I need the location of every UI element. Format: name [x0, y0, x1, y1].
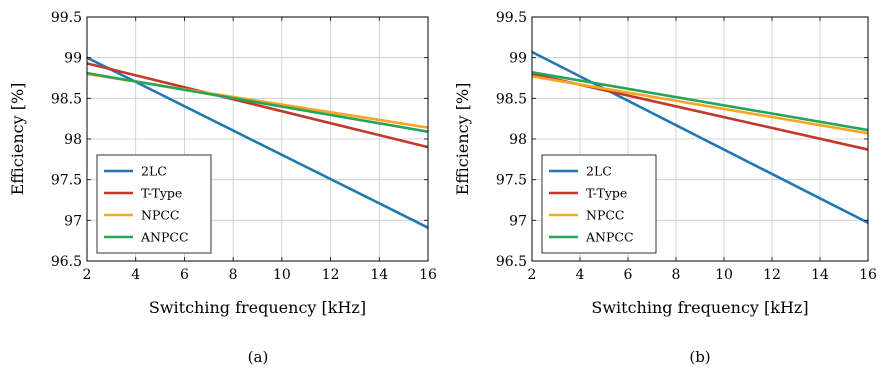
series-line-2lc: [86, 56, 429, 229]
y-tick-label: 96.5: [496, 254, 527, 270]
y-tick-label: 98: [509, 132, 527, 148]
x-axis-label: Switching frequency [kHz]: [149, 298, 366, 317]
legend-label-anpcc: ANPCC: [140, 230, 189, 245]
y-tick-label: 99.5: [496, 10, 527, 26]
y-tick-label: 98.5: [51, 91, 82, 107]
x-tick-label: 12: [322, 267, 340, 283]
legend: 2LC T-Type NPCC ANPCC: [96, 154, 212, 254]
series-line-anpcc: [531, 71, 869, 132]
series-line-anpcc: [86, 71, 429, 133]
x-tick-label: 16: [419, 267, 437, 283]
y-axis-label: Efficiency [%]: [8, 83, 27, 196]
y-tick-label: 98.5: [496, 91, 527, 107]
x-axis-label: Switching frequency [kHz]: [591, 298, 808, 317]
chart-panel-0: 2 4 6 8 10 12 14 16 96.5 97 97.5 98 98.5 99 99.5 Switch…: [8, 10, 437, 366]
legend-label-2lc: 2LC: [586, 164, 612, 179]
x-tick-label: 10: [273, 267, 291, 283]
y-tick-label: 97: [509, 213, 527, 229]
x-tick-label: 6: [180, 267, 189, 283]
x-tick-label: 16: [859, 267, 877, 283]
series-line-t-type: [86, 62, 429, 149]
x-tick-label: 14: [811, 267, 829, 283]
legend: 2LC T-Type NPCC ANPCC: [541, 154, 657, 254]
y-tick-label: 97: [64, 213, 82, 229]
y-tick-label: 96.5: [51, 254, 82, 270]
y-tick-label: 99: [509, 51, 527, 67]
x-tick-label: 4: [131, 267, 140, 283]
x-tick-label: 4: [576, 267, 585, 283]
y-tick-label: 97.5: [496, 173, 527, 189]
y-tick-label: 98: [64, 132, 82, 148]
legend-label-npcc: NPCC: [141, 208, 179, 223]
y-tick-label: 99: [64, 51, 82, 67]
legend-label-npcc: NPCC: [586, 208, 624, 223]
series-line-npcc: [531, 75, 869, 135]
x-tick-label: 2: [83, 267, 92, 283]
x-tick-label: 10: [715, 267, 733, 283]
chart-panel-1: 2 4 6 8 10 12 14 16 96.5 97 97.5 98 98.5 99 99.5 Switch…: [453, 10, 877, 366]
legend-label-anpcc: ANPCC: [585, 230, 634, 245]
legend-label-2lc: 2LC: [141, 164, 167, 179]
y-tick-label: 99.5: [51, 10, 82, 26]
legend-label-t-type: T-Type: [141, 186, 182, 201]
series-line-2lc: [531, 50, 869, 224]
x-tick-label: 12: [763, 267, 781, 283]
y-axis-label: Efficiency [%]: [453, 83, 472, 196]
legend-label-t-type: T-Type: [586, 186, 627, 201]
x-tick-label: 6: [624, 267, 633, 283]
x-tick-label: 14: [370, 267, 388, 283]
panel-caption: (b): [689, 348, 710, 366]
x-tick-label: 8: [229, 267, 238, 283]
x-tick-label: 8: [672, 267, 681, 283]
panel-caption: (a): [248, 348, 269, 366]
x-tick-label: 2: [528, 267, 537, 283]
y-tick-label: 97.5: [51, 173, 82, 189]
